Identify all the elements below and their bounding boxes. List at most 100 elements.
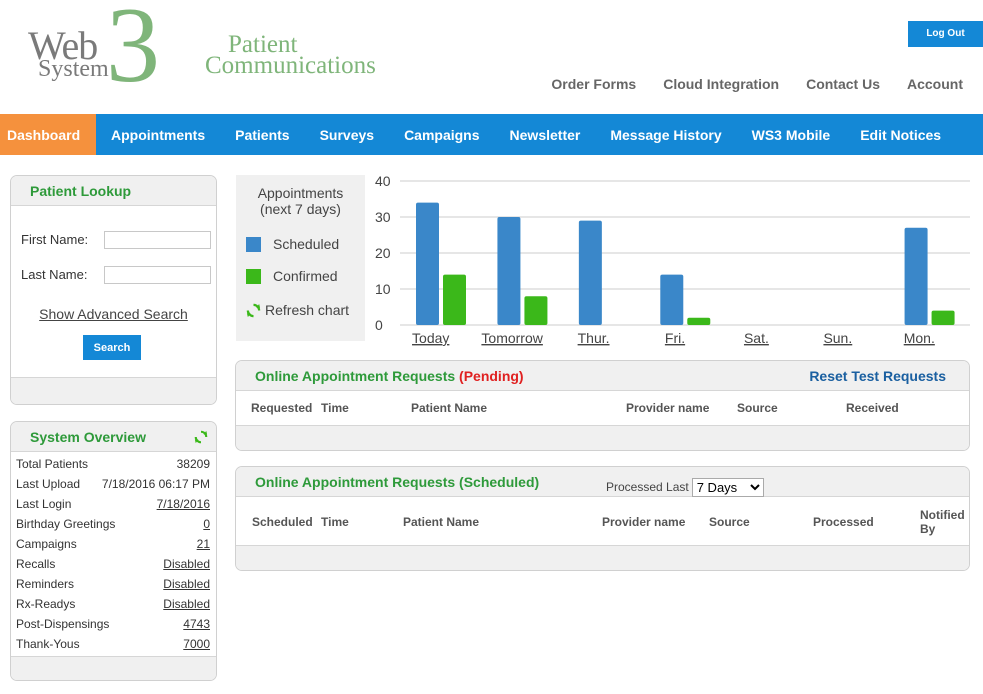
patient-lookup-title: Patient Lookup: [11, 176, 216, 206]
scheduled-col-notified-by[interactable]: Notified By: [920, 508, 965, 536]
overview-row-value[interactable]: 7/18/2016: [156, 497, 210, 511]
search-button[interactable]: Search: [83, 335, 141, 360]
x-tick-label[interactable]: Mon.: [904, 330, 935, 346]
tab-edit-notices[interactable]: Edit Notices: [860, 127, 942, 143]
tab-ws3-mobile[interactable]: WS3 Mobile: [751, 127, 831, 143]
x-tick-label[interactable]: Sun.: [823, 330, 852, 346]
overview-row-value[interactable]: Disabled: [163, 597, 210, 611]
first-name-input[interactable]: [104, 231, 211, 249]
legend-title-line2: (next 7 days): [260, 201, 341, 217]
tab-dashboard[interactable]: Dashboard: [0, 114, 96, 155]
web3-logo[interactable]: Web System 3: [28, 0, 178, 100]
processed-last-select[interactable]: 7 Days: [691, 477, 764, 497]
logout-button[interactable]: Log Out: [908, 21, 983, 47]
scheduled-col-patient-name[interactable]: Patient Name: [403, 515, 480, 529]
tab-patients[interactable]: Patients: [235, 127, 290, 143]
bar-confirmed[interactable]: [524, 296, 548, 325]
top-link-order-forms[interactable]: Order Forms: [551, 76, 637, 92]
bar-scheduled[interactable]: [497, 217, 521, 325]
tab-appointments[interactable]: Appointments: [111, 127, 206, 143]
scheduled-col-processed[interactable]: Processed: [813, 515, 874, 529]
logo-three-text: 3: [106, 0, 160, 105]
pending-col-received[interactable]: Received: [846, 401, 899, 415]
system-overview-list: Total Patients 38209 Last Upload 7/18/2016 …: [11, 454, 216, 654]
legend-item-confirmed: Confirmed: [246, 268, 338, 284]
tagline-line1: Patient: [228, 31, 298, 58]
x-tick-label[interactable]: Thur.: [578, 330, 610, 346]
by-label: By: [920, 522, 936, 536]
logo-web-text: Web: [28, 23, 98, 68]
overview-row-label: Reminders: [16, 577, 75, 591]
tab-campaigns[interactable]: Campaigns: [404, 127, 480, 143]
top-link-cloud-integration[interactable]: Cloud Integration: [663, 76, 780, 92]
overview-row-value[interactable]: Disabled: [163, 577, 210, 591]
notified-label: Notified: [920, 508, 965, 522]
patient-lookup-panel: Patient Lookup First Name: Last Name: Sh…: [10, 175, 217, 405]
y-tick-label: 30: [375, 209, 391, 225]
overview-row-value[interactable]: 4743: [183, 617, 210, 631]
system-overview-footer: [11, 656, 216, 680]
bar-scheduled[interactable]: [578, 220, 602, 325]
scheduled-requests-title: Online Appointment Requests: [255, 474, 456, 490]
pending-col-patient-name[interactable]: Patient Name: [411, 401, 488, 415]
last-name-input[interactable]: [104, 266, 211, 284]
bar-scheduled[interactable]: [660, 274, 684, 325]
overview-row: Last Login 7/18/2016: [11, 494, 216, 514]
overview-row: Thank-Yous 7000: [11, 634, 216, 654]
top-link-account[interactable]: Account: [907, 76, 963, 92]
scheduled-requests-header: Online Appointment Requests (Scheduled) …: [236, 467, 969, 497]
overview-row: Post-Dispensings 4743: [11, 614, 216, 634]
y-tick-label: 40: [375, 175, 391, 189]
confirmed-swatch: [246, 268, 261, 284]
y-tick-label: 0: [375, 317, 383, 333]
scheduled-col-scheduled[interactable]: Scheduled: [252, 515, 313, 529]
overview-row-value[interactable]: 21: [196, 537, 210, 551]
scheduled-col-source[interactable]: Source: [709, 515, 750, 529]
overview-row-label: Post-Dispensings: [16, 617, 110, 631]
scheduled-col-provider-name[interactable]: Provider name: [602, 515, 686, 529]
overview-row-value[interactable]: 7000: [183, 637, 210, 651]
refresh-chart-icon: [246, 303, 261, 317]
x-tick-label[interactable]: Tomorrow: [481, 330, 543, 346]
x-tick-label[interactable]: Sat.: [744, 330, 769, 346]
processed-last-label: Processed Last: [606, 480, 689, 494]
bar-confirmed[interactable]: [931, 310, 955, 325]
pending-requests-panel: Online Appointment Requests (Pending) Re…: [235, 360, 970, 451]
tab-message-history[interactable]: Message History: [610, 127, 722, 143]
legend-title-line1: Appointments: [257, 185, 344, 201]
overview-row: Reminders Disabled: [11, 574, 216, 594]
legend-item-scheduled: Scheduled: [246, 236, 339, 252]
overview-row-value[interactable]: Disabled: [163, 557, 210, 571]
refresh-icon[interactable]: [194, 430, 208, 444]
legend-scheduled-label: Scheduled: [273, 236, 340, 252]
overview-row: Rx-Readys Disabled: [11, 594, 216, 614]
overview-row-value[interactable]: 0: [203, 517, 210, 531]
reset-test-requests-link[interactable]: Reset Test Requests: [809, 368, 946, 384]
overview-row-label: Last Login: [16, 497, 72, 511]
x-tick-label[interactable]: Fri.: [665, 330, 685, 346]
bar-scheduled[interactable]: [904, 227, 928, 325]
tab-newsletter[interactable]: Newsletter: [509, 127, 581, 143]
refresh-chart-button[interactable]: Refresh chart: [246, 302, 349, 318]
last-name-label: Last Name:: [21, 267, 88, 282]
x-tick-label[interactable]: Today: [412, 330, 449, 346]
pending-col-requested[interactable]: Requested: [251, 401, 313, 415]
bar-confirmed[interactable]: [443, 274, 466, 325]
appointments-bar-chart: 0 10 20 30 40 Today Tomorrow Thur. Fri. Sat. Sun. M…: [375, 175, 970, 346]
tab-surveys[interactable]: Surveys: [319, 127, 375, 143]
pending-col-provider-name[interactable]: Provider name: [626, 401, 710, 415]
pending-col-time[interactable]: Time: [321, 401, 349, 415]
overview-row: Birthday Greetings 0: [11, 514, 216, 534]
show-advanced-search-link[interactable]: Show Advanced Search: [39, 306, 188, 322]
pending-requests-footer: [236, 425, 969, 450]
overview-row-label: Campaigns: [16, 537, 77, 551]
overview-row-value: 7/18/2016 06:17 PM: [101, 477, 210, 491]
scheduled-col-time[interactable]: Time: [321, 515, 349, 529]
refresh-chart-label: Refresh chart: [265, 302, 350, 318]
pending-col-source[interactable]: Source: [737, 401, 778, 415]
bar-scheduled[interactable]: [416, 202, 439, 325]
overview-row-label: Thank-Yous: [16, 637, 80, 651]
bar-confirmed[interactable]: [687, 317, 711, 325]
top-link-contact-us[interactable]: Contact Us: [806, 76, 880, 92]
